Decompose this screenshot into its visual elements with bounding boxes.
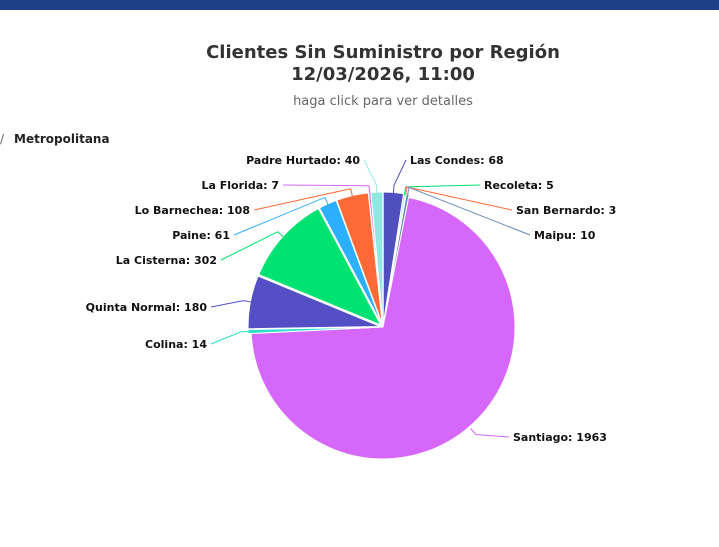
data-label-la-florida[interactable]: La Florida: 7 xyxy=(202,179,279,192)
drilldown-breadcrumb[interactable]: / Metropolitana xyxy=(0,132,110,146)
connector-padre-hurtado xyxy=(363,159,378,194)
connector-colina xyxy=(210,330,250,345)
chart-title: Clientes Sin Suministro por Región xyxy=(206,42,560,63)
connector-la-cisterna xyxy=(220,231,284,261)
connector-paine xyxy=(233,196,329,236)
data-label-quinta-normal[interactable]: Quinta Normal: 180 xyxy=(86,301,208,314)
data-label-las-condes[interactable]: Las Condes: 68 xyxy=(410,154,504,167)
connector-recoleta xyxy=(403,184,481,195)
data-label-recoleta[interactable]: Recoleta: 5 xyxy=(484,179,554,192)
data-label-la-cisterna[interactable]: La Cisterna: 302 xyxy=(116,254,217,267)
connector-san-bernardo xyxy=(405,186,513,211)
data-label-san-bernardo[interactable]: San Bernardo: 3 xyxy=(516,204,616,217)
data-label-padre-hurtado[interactable]: Padre Hurtado: 40 xyxy=(246,154,360,167)
connector-las-condes xyxy=(392,159,407,194)
breadcrumb-separator: / xyxy=(0,132,5,146)
top-nav-bar xyxy=(0,0,719,10)
chart-datetime: 12/03/2026, 11:00 xyxy=(291,64,475,85)
data-label-lo-barnechea[interactable]: Lo Barnechea: 108 xyxy=(135,204,250,217)
pie-slice-santiago[interactable] xyxy=(250,196,516,460)
breadcrumb-label[interactable]: Metropolitana xyxy=(14,132,110,146)
data-label-santiago[interactable]: Santiago: 1963 xyxy=(513,431,607,444)
connector-santiago xyxy=(470,428,510,438)
connector-quinta-normal xyxy=(210,300,252,308)
data-label-colina[interactable]: Colina: 14 xyxy=(145,338,207,351)
connector-lo-barnechea xyxy=(253,188,353,211)
chart-subtitle[interactable]: haga click para ver detalles xyxy=(293,94,473,109)
data-label-paine[interactable]: Paine: 61 xyxy=(172,229,230,242)
connector-maipu xyxy=(407,186,531,236)
connector-la-florida xyxy=(282,184,371,194)
data-label-maipu[interactable]: Maipu: 10 xyxy=(534,229,596,242)
